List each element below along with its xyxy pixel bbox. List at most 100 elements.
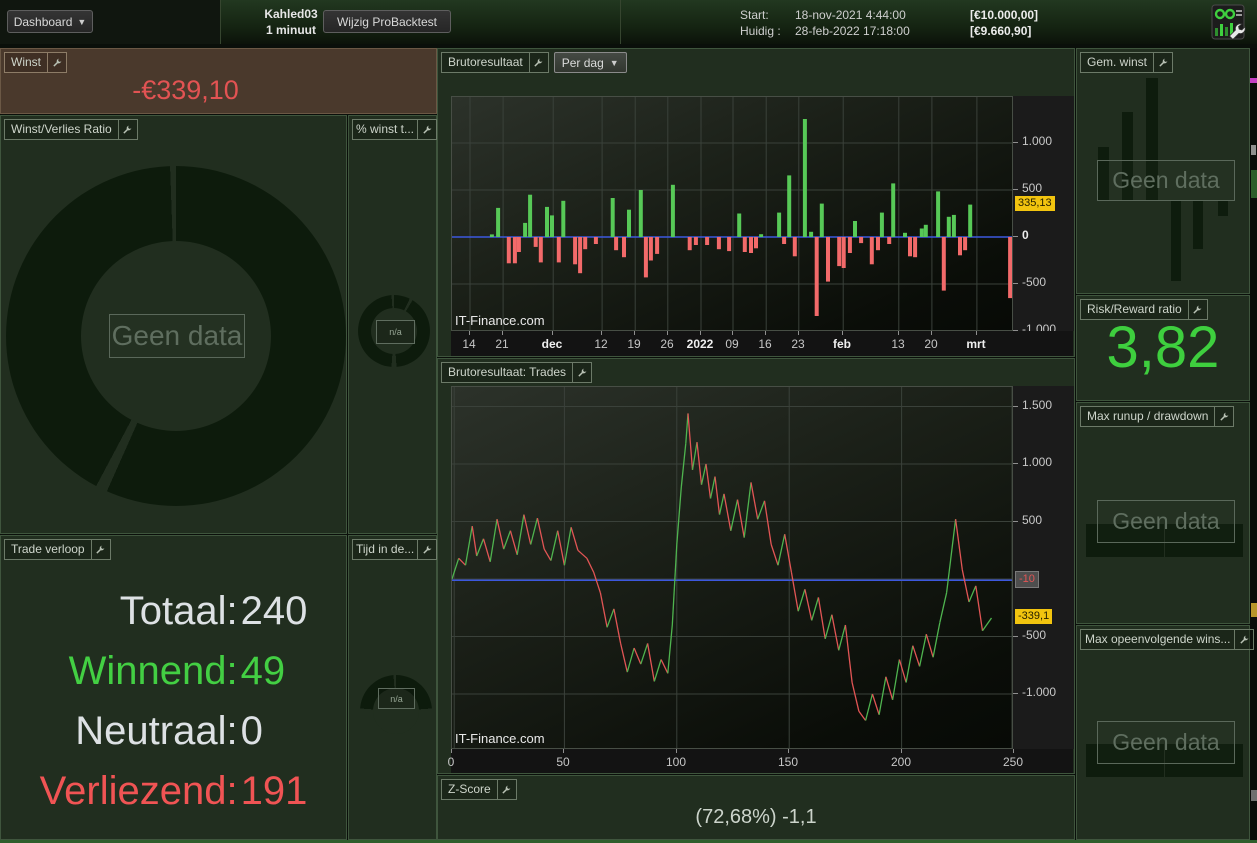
x-axis-tick xyxy=(502,331,503,335)
brutoresultaat-dag-settings-button[interactable] xyxy=(529,52,549,73)
trade-verloop-settings-button[interactable] xyxy=(91,539,111,560)
system-name: Kahled03 xyxy=(264,7,318,21)
winst-panel-title: Winst xyxy=(4,52,48,73)
na-label: n/a xyxy=(376,320,415,344)
placeholder-bar xyxy=(1146,78,1158,201)
verliezend-label: Verliezend: xyxy=(39,769,238,813)
x-axis-label: 23 xyxy=(791,337,805,351)
x-axis-label: feb xyxy=(833,337,851,351)
x-axis-tick xyxy=(563,749,564,753)
trade-verloop-panel: Trade verloop Totaal: 240 Winnend: 49 Ne… xyxy=(0,535,347,840)
trades-chart-y-axis: 1.500 1.000 500 -500 -1.000 -10 -339,1 xyxy=(1013,386,1074,749)
winst-verlies-ratio-title: Winst/Verlies Ratio xyxy=(4,119,119,140)
wrench-icon xyxy=(1240,635,1249,644)
start-capital: [€10.000,00] xyxy=(970,8,1039,22)
x-axis-label: 09 xyxy=(725,337,739,351)
tijd-in-title: Tijd in de... xyxy=(352,539,419,560)
pct-winst-panel: % winst t... n/a xyxy=(348,115,438,534)
period-dropdown[interactable]: Per dag ▼ xyxy=(553,52,627,73)
x-axis-label: 20 xyxy=(924,337,938,351)
current-datetime: 28-feb-2022 17:18:00 xyxy=(795,24,910,38)
pct-winst-donut-chart xyxy=(358,295,430,367)
gem-winst-settings-button[interactable] xyxy=(1154,52,1174,73)
top-bar: Dashboard ▼ Kahled03 1 minuut Wijzig Pro… xyxy=(0,0,1257,44)
brutoresultaat-dag-title: Brutoresultaat xyxy=(441,52,530,73)
x-axis-label: 16 xyxy=(758,337,772,351)
placeholder-bar xyxy=(1165,524,1243,557)
wrench-icon xyxy=(1193,305,1202,314)
max-opeenvolgende-title: Max opeenvolgende wins... xyxy=(1080,629,1236,650)
x-axis-tick xyxy=(798,331,799,335)
x-axis-tick xyxy=(451,749,452,753)
y-axis-tick xyxy=(1013,283,1018,284)
current-capital: [€9.660,90] xyxy=(970,24,1032,38)
tijd-in-panel: Tijd in de... n/a xyxy=(348,535,438,840)
placeholder-bar xyxy=(1165,744,1243,777)
risk-reward-value: 3,82 xyxy=(1106,315,1220,380)
no-data-label: Geen data xyxy=(1097,160,1235,201)
brutoresultaat-trades-panel: Brutoresultaat: Trades IT-Finance.com 1.… xyxy=(437,358,1075,774)
gem-winst-title: Gem. winst xyxy=(1080,52,1155,73)
wrench-icon xyxy=(52,58,61,67)
neutraal-value: 0 xyxy=(240,709,263,753)
daily-bar-chart-plot: IT-Finance.com xyxy=(451,96,1013,331)
verliezend-value: 191 xyxy=(240,769,308,813)
x-axis-label: 19 xyxy=(627,337,641,351)
backtest-period-info: Start: 18-nov-2021 4:44:00 [€10.000,00] … xyxy=(740,7,1038,39)
placeholder-bar xyxy=(1122,112,1133,201)
pct-winst-settings-button[interactable] xyxy=(418,119,438,140)
edit-probacktest-button[interactable]: Wijzig ProBacktest xyxy=(323,10,451,33)
brutoresultaat-trades-settings-button[interactable] xyxy=(573,362,593,383)
risk-reward-panel: Risk/Reward ratio 3,82 xyxy=(1076,295,1250,401)
win-loss-donut-chart xyxy=(6,166,346,506)
daily-chart-y-axis: 1.000 500 0 -500 -1.000 335,13 xyxy=(1013,96,1074,336)
y-axis-label: 1.500 xyxy=(1022,398,1053,412)
current-label: Huidig : xyxy=(740,24,781,38)
tijd-in-settings-button[interactable] xyxy=(418,539,438,560)
trade-verloop-title: Trade verloop xyxy=(4,539,92,560)
start-label: Start: xyxy=(740,8,769,22)
x-axis-tick xyxy=(898,331,899,335)
zscore-settings-button[interactable] xyxy=(497,779,517,800)
gem-winst-panel: Gem. winst Geen data xyxy=(1076,48,1250,294)
x-axis-label: dec xyxy=(541,337,563,351)
period-dropdown-label: Per dag xyxy=(561,55,604,70)
daily-chart-x-axis: 14 21 dec 12 19 26 2022 09 16 23 feb 13 20 mrt xyxy=(451,331,1073,356)
x-axis-tick xyxy=(765,331,766,335)
watermark: IT-Finance.com xyxy=(455,731,545,746)
x-axis-tick xyxy=(732,331,733,335)
y-axis-tick xyxy=(1013,330,1018,331)
daily-profit-bar-chart xyxy=(452,97,1012,330)
no-data-label: Geen data xyxy=(109,314,245,358)
placeholder-bar xyxy=(1098,147,1109,201)
chart-settings-icon[interactable] xyxy=(1211,4,1246,41)
edge-fragment xyxy=(1251,170,1257,198)
x-axis-label: 2022 xyxy=(686,337,714,351)
x-axis-label: 21 xyxy=(495,337,509,351)
winst-verlies-ratio-settings-button[interactable] xyxy=(118,119,138,140)
edge-fragment xyxy=(1251,603,1257,617)
x-axis-label: 13 xyxy=(891,337,905,351)
zscore-value: (72,68%) -1,1 xyxy=(695,806,817,828)
winst-settings-button[interactable] xyxy=(48,52,67,73)
x-axis-tick xyxy=(700,331,701,335)
wrench-icon xyxy=(123,125,132,134)
max-runup-settings-button[interactable] xyxy=(1215,406,1235,427)
wrench-icon xyxy=(1158,58,1167,67)
tijd-in-donut-chart xyxy=(360,675,432,747)
neutraal-label: Neutraal: xyxy=(75,709,238,753)
max-opeenvolgende-settings-button[interactable] xyxy=(1235,629,1255,650)
zscore-title: Z-Score xyxy=(441,779,498,800)
y-axis-tick xyxy=(1013,693,1018,694)
trade-stats: Totaal: 240 Winnend: 49 Neutraal: 0 Verl… xyxy=(1,581,346,821)
y-axis-tick xyxy=(1013,142,1018,143)
na-label: n/a xyxy=(378,688,415,709)
risk-reward-settings-button[interactable] xyxy=(1188,299,1208,320)
edge-fragment xyxy=(1251,145,1256,155)
risk-reward-title: Risk/Reward ratio xyxy=(1080,299,1189,320)
y-axis-tick xyxy=(1013,521,1018,522)
dashboard-dropdown[interactable]: Dashboard ▼ xyxy=(7,10,93,33)
x-axis-tick xyxy=(976,331,977,335)
equity-line-chart-plot: IT-Finance.com xyxy=(451,386,1013,749)
wrench-icon xyxy=(422,125,431,134)
